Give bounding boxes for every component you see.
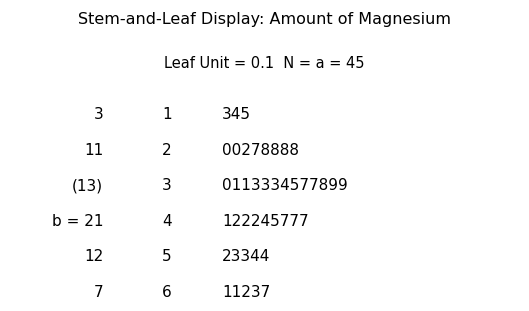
Text: 7: 7	[94, 285, 103, 299]
Text: 00278888: 00278888	[222, 143, 299, 158]
Text: 2: 2	[162, 143, 171, 158]
Text: Leaf Unit = 0.1  N = a = 45: Leaf Unit = 0.1 N = a = 45	[164, 56, 365, 71]
Text: 1: 1	[162, 107, 171, 122]
Text: 23344: 23344	[222, 249, 270, 264]
Text: 122245777: 122245777	[222, 214, 309, 229]
Text: 345: 345	[222, 107, 251, 122]
Text: 11: 11	[84, 143, 103, 158]
Text: 12: 12	[84, 249, 103, 264]
Text: 0113334577899: 0113334577899	[222, 178, 348, 193]
Text: 11237: 11237	[222, 285, 270, 299]
Text: 4: 4	[162, 214, 171, 229]
Text: 3: 3	[94, 107, 103, 122]
Text: 3: 3	[162, 178, 171, 193]
Text: (13): (13)	[72, 178, 103, 193]
Text: b = 21: b = 21	[52, 214, 103, 229]
Text: 6: 6	[162, 285, 171, 299]
Text: Stem-and-Leaf Display: Amount of Magnesium: Stem-and-Leaf Display: Amount of Magnesi…	[78, 12, 451, 27]
Text: 5: 5	[162, 249, 171, 264]
